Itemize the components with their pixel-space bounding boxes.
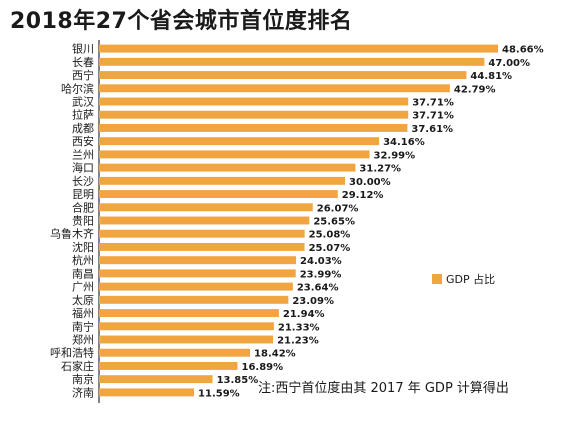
data-label: 37.71% [412, 111, 454, 122]
bar [99, 176, 345, 185]
category-label: 杭州 [72, 253, 94, 267]
data-label: 21.23% [277, 336, 319, 347]
bar [99, 163, 356, 172]
category-label: 长春 [72, 56, 94, 69]
data-label: 31.27% [359, 164, 401, 175]
bar [99, 256, 297, 265]
data-label: 23.99% [300, 269, 342, 280]
category-label: 昆明 [72, 188, 94, 201]
bar [99, 322, 274, 331]
data-label: 34.16% [383, 137, 425, 148]
category-label: 成都 [72, 122, 94, 135]
category-label: 银川 [72, 42, 94, 56]
data-label: 25.07% [309, 243, 351, 254]
category-label: 合肥 [72, 200, 94, 214]
bar [99, 123, 408, 132]
data-label: 47.00% [488, 58, 530, 69]
category-label: 拉萨 [72, 108, 94, 122]
bar [99, 97, 409, 106]
category-label: 沈阳 [72, 240, 94, 254]
data-label: 21.94% [283, 309, 325, 320]
category-label: 武汉 [72, 96, 94, 109]
data-label: 30.00% [349, 177, 391, 188]
category-label: 南京 [72, 372, 94, 386]
category-label: 南宁 [72, 319, 94, 333]
category-label: 呼和浩特 [50, 346, 94, 360]
bar [99, 335, 274, 344]
bar [99, 150, 370, 159]
data-label: 37.61% [411, 124, 453, 135]
category-label: 贵阳 [72, 215, 94, 228]
bar [99, 71, 467, 80]
data-label: 48.66% [502, 45, 544, 56]
category-label: 南昌 [72, 267, 94, 280]
bar [99, 295, 289, 304]
category-label: 西安 [72, 134, 94, 148]
data-label: 25.65% [313, 217, 355, 228]
bar [99, 57, 485, 66]
bar [99, 229, 305, 238]
data-label: 18.42% [254, 349, 296, 360]
bar [99, 269, 296, 278]
bar [99, 309, 279, 318]
chart-title: 2018年27个省会城市首位度排名 [10, 9, 353, 34]
bar [99, 44, 498, 53]
category-label: 西宁 [72, 68, 94, 82]
data-label: 29.12% [342, 190, 384, 201]
category-label: 郑州 [72, 333, 94, 347]
data-label: 32.99% [374, 150, 416, 161]
category-label: 长沙 [72, 175, 94, 188]
category-label: 福州 [72, 306, 94, 320]
data-label: 21.33% [278, 322, 320, 333]
bar [99, 388, 195, 397]
bar [99, 190, 338, 199]
annotation-note: 注:西宁首位度由其 2017 年 GDP 计算得出 [258, 380, 509, 396]
bar [99, 242, 305, 251]
bar [99, 137, 380, 146]
bar [99, 110, 409, 119]
data-label: 42.79% [454, 84, 496, 95]
data-label: 13.85% [217, 375, 259, 386]
category-label: 乌鲁木齐 [50, 227, 94, 241]
data-label: 25.08% [309, 230, 351, 241]
bar [99, 361, 238, 370]
bar [99, 282, 293, 291]
data-label: 23.09% [292, 296, 334, 307]
category-label: 太原 [72, 294, 94, 307]
bar [99, 375, 213, 384]
data-label: 26.07% [317, 203, 359, 214]
category-label: 海口 [72, 161, 94, 175]
category-label: 石家庄 [61, 359, 94, 373]
legend-label: GDP 占比 [446, 272, 495, 286]
bar [99, 203, 313, 212]
bar [99, 84, 450, 93]
bar [99, 216, 310, 225]
legend-swatch [432, 274, 442, 284]
data-label: 11.59% [198, 388, 240, 399]
data-label: 16.89% [241, 362, 283, 373]
data-label: 24.03% [300, 256, 342, 267]
data-label: 37.71% [412, 98, 454, 109]
data-label: 23.64% [297, 283, 339, 294]
category-label: 哈尔滨 [61, 81, 94, 95]
data-label: 44.81% [470, 71, 512, 82]
category-label: 济南 [72, 385, 94, 399]
category-label: 广州 [72, 281, 94, 294]
bar [99, 348, 251, 357]
category-label: 兰州 [72, 148, 94, 161]
